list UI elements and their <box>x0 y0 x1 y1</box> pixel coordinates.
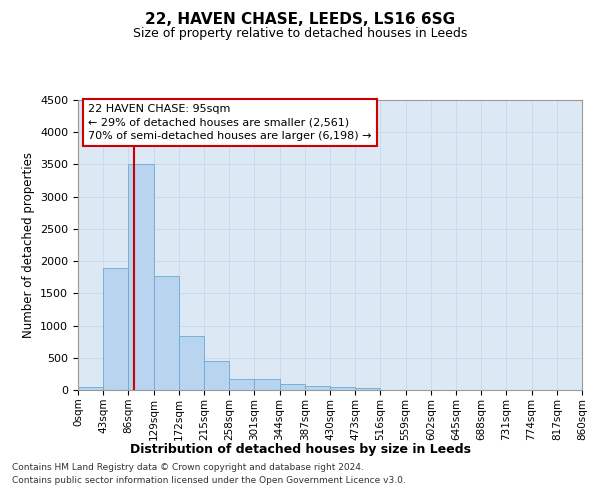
Text: 22, HAVEN CHASE, LEEDS, LS16 6SG: 22, HAVEN CHASE, LEEDS, LS16 6SG <box>145 12 455 28</box>
Bar <box>78 387 103 390</box>
Bar <box>330 387 355 390</box>
Bar <box>254 380 280 390</box>
Text: Contains public sector information licensed under the Open Government Licence v3: Contains public sector information licen… <box>12 476 406 485</box>
Text: Distribution of detached houses by size in Leeds: Distribution of detached houses by size … <box>130 442 470 456</box>
Bar <box>103 268 128 390</box>
Bar <box>128 164 154 390</box>
Bar <box>229 378 254 390</box>
Bar <box>280 384 305 390</box>
Bar <box>355 388 380 390</box>
Bar <box>305 386 330 390</box>
Y-axis label: Number of detached properties: Number of detached properties <box>22 152 35 338</box>
Text: 22 HAVEN CHASE: 95sqm
← 29% of detached houses are smaller (2,561)
70% of semi-d: 22 HAVEN CHASE: 95sqm ← 29% of detached … <box>88 104 371 141</box>
Bar <box>154 276 179 390</box>
Bar <box>179 336 204 390</box>
Text: Size of property relative to detached houses in Leeds: Size of property relative to detached ho… <box>133 28 467 40</box>
Bar <box>204 361 229 390</box>
Text: Contains HM Land Registry data © Crown copyright and database right 2024.: Contains HM Land Registry data © Crown c… <box>12 464 364 472</box>
